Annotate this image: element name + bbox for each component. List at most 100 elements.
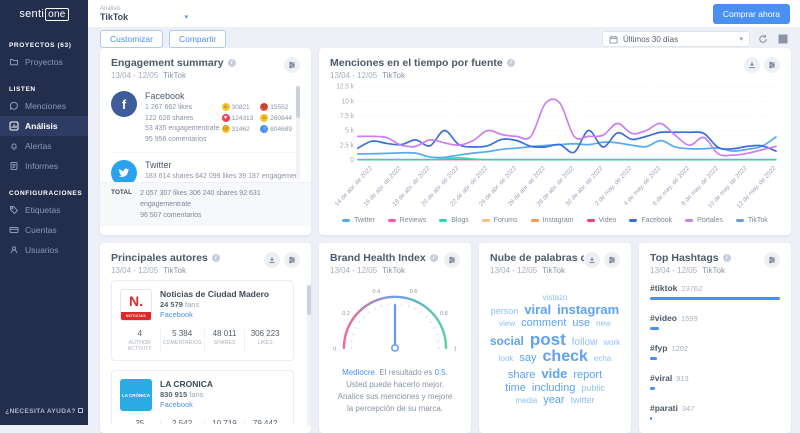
info-icon[interactable]: i (212, 254, 220, 262)
legend-item-blogs[interactable]: Blogs (439, 217, 469, 224)
cloud-word[interactable]: echa (594, 355, 611, 363)
sidebar-item-usuarios[interactable]: Usuarios (0, 240, 88, 260)
scrollbar[interactable] (296, 86, 300, 180)
legend-item-instagram[interactable]: Instagram (531, 217, 574, 224)
sidebar-item-cuentas[interactable]: Cuentas (0, 220, 88, 240)
legend-item-forums[interactable]: Forums (482, 217, 518, 224)
legend-item-portales[interactable]: Portales (685, 217, 723, 224)
cloud-word[interactable]: twitter (571, 396, 595, 405)
gauge-tick-label: 0.8 (440, 311, 448, 317)
project-selector[interactable]: Análisis TikTok▾ (100, 6, 190, 22)
sidebar-item-label: Menciones (25, 101, 66, 111)
panel-settings-button[interactable] (284, 252, 300, 268)
panel-title: Nube de palabras cl... (490, 252, 584, 264)
cloud-word[interactable]: media (515, 397, 537, 405)
legend-swatch (587, 219, 595, 222)
cloud-word[interactable]: including (532, 383, 575, 395)
sidebar-item-proyectos[interactable]: Proyectos (0, 52, 88, 72)
cloud-word[interactable]: report (573, 370, 602, 382)
panel-download-button[interactable] (264, 252, 280, 268)
sidebar-item-menciones[interactable]: Menciones (0, 96, 88, 116)
cloud-word[interactable]: public (581, 384, 605, 393)
cloud-word[interactable]: say (519, 353, 536, 365)
cloud-word[interactable]: new (596, 320, 611, 328)
cloud-word[interactable]: instagram (557, 303, 619, 317)
help-link[interactable]: ¿NECESITA AYUDA? (0, 408, 88, 415)
hashtag-bar (650, 357, 657, 360)
cloud-word[interactable]: share (508, 370, 536, 382)
panel-settings-button[interactable] (284, 57, 300, 73)
legend-item-facebook[interactable]: Facebook (629, 217, 672, 224)
legend-item-tiktok[interactable]: TikTok (736, 217, 768, 224)
author-network-link[interactable]: Facebook (160, 310, 269, 319)
cloud-word[interactable]: vistazo (543, 294, 568, 302)
facebook-reactions: ☺30821☹15552♥124313☺260844☹31462☝804689 (222, 103, 292, 145)
angry-reaction-icon: ☹ (260, 103, 268, 111)
cloud-word[interactable]: look (499, 355, 514, 363)
cloud-word[interactable]: use (572, 318, 590, 330)
speech-bubble-icon (9, 101, 19, 111)
legend-item-reviews[interactable]: Reviews (388, 217, 426, 224)
author-network-link[interactable]: Facebook (160, 400, 213, 409)
legend-item-twitter[interactable]: Twitter (342, 217, 375, 224)
panel-settings-button[interactable] (764, 252, 780, 268)
cloud-word[interactable]: work (603, 339, 620, 347)
cloud-word[interactable]: follow (572, 338, 598, 349)
legend-swatch (439, 219, 447, 222)
author-stat: 79 442LIKES (244, 419, 285, 424)
sidebar-item-informes[interactable]: Informes (0, 156, 88, 176)
wow-reaction-count: 30821 (232, 104, 250, 111)
cloud-word[interactable]: view (499, 320, 515, 328)
info-icon[interactable]: i (723, 254, 731, 262)
apps-grid-button[interactable] (776, 32, 790, 46)
cloud-word[interactable]: time (505, 383, 526, 395)
panel-settings-button[interactable] (764, 57, 780, 73)
cloud-word[interactable]: year (543, 395, 564, 407)
sidebar-item-alertas[interactable]: Alertas (0, 136, 88, 156)
panel-download-button[interactable] (584, 252, 600, 268)
scrollbar-thumb[interactable] (296, 86, 300, 118)
tag-icon (9, 205, 19, 215)
cloud-word[interactable]: person (491, 307, 519, 316)
info-icon[interactable]: i (430, 254, 438, 262)
avatar-letter: N. (121, 290, 151, 312)
info-icon[interactable]: i (228, 59, 236, 67)
verdict-label: Mediocre (342, 368, 375, 377)
total-line-1: 2 057 307 likes 306 240 shares 92 631 en… (140, 188, 300, 210)
cloud-word[interactable]: post (530, 331, 566, 349)
stat-value: 2 542 (163, 419, 202, 424)
sidebar-item-etiquetas[interactable]: Etiquetas (0, 200, 88, 220)
cloud-word[interactable]: vide (541, 367, 567, 381)
gauge-tick-label: 0.4 (372, 289, 380, 295)
panel-settings-button[interactable] (444, 252, 460, 268)
sidebar-item-analisis[interactable]: Análisis (0, 116, 88, 136)
scrollbar[interactable] (307, 285, 311, 427)
legend-item-video[interactable]: Video (587, 217, 617, 224)
panel-download-button[interactable] (744, 57, 760, 73)
stat-value: 4 (122, 329, 158, 338)
cloud-word[interactable]: social (490, 335, 524, 348)
panel-dates: 13/04 - 12/05 (650, 266, 697, 275)
info-icon[interactable]: i (507, 59, 515, 67)
scrollbar-thumb[interactable] (307, 285, 311, 315)
haha-reaction-chip: ☺260844 (260, 114, 292, 122)
cloud-word[interactable]: check (543, 349, 588, 366)
buy-now-button[interactable]: Comprar ahora (713, 4, 790, 24)
panel-settings-button[interactable] (604, 252, 620, 268)
cloud-word[interactable]: comment (521, 318, 566, 330)
hashtag-count: 1202 (671, 344, 688, 353)
cloud-word[interactable]: viral (524, 303, 551, 317)
refresh-button[interactable] (756, 32, 770, 46)
like-reaction-chip: ☝804689 (260, 125, 292, 133)
download-icon (588, 256, 596, 264)
